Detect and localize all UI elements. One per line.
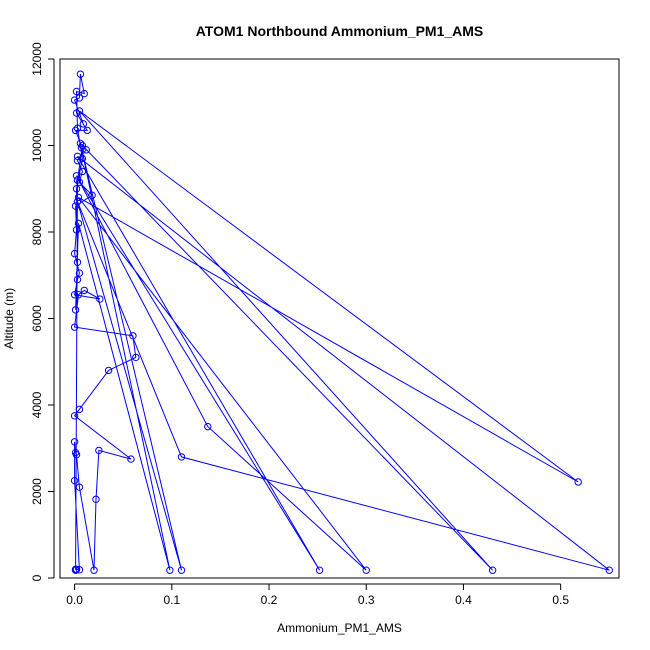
data-point [177,566,186,574]
y-axis-label: Altitude (m) [2,288,16,349]
chart-title: ATOM1 Northbound Ammonium_PM1_AMS [196,23,484,39]
data-point [129,332,137,340]
data-point [315,566,324,574]
data-point [76,139,85,148]
data-point [177,453,186,461]
data-point [204,422,212,431]
data-point [70,438,79,446]
y-tick-label: 10000 [30,128,44,162]
y-axis: 0 2000 4000 6000 8000 10000 12000 [30,42,55,581]
data-point [605,566,613,574]
data-point [83,126,91,135]
data-point [74,193,83,202]
data-point [75,566,84,574]
plot-frame [59,58,620,579]
data-point [90,566,98,574]
x-tick-label: 0.4 [455,593,472,607]
data-point [95,446,103,455]
series-line [73,74,610,571]
data-point [76,70,85,78]
x-tick-label: 0.5 [552,593,569,607]
x-tick-label: 0.1 [163,593,180,607]
data-point [71,202,80,210]
data-point [71,306,80,314]
data-point [166,566,174,574]
x-tick-label: 0.2 [261,593,278,607]
data-point [75,483,84,491]
y-tick-label: 0 [30,574,44,581]
y-tick-label: 2000 [30,478,44,505]
data-point [80,286,89,295]
data-point [73,258,82,266]
data-point [72,185,81,193]
y-tick-label: 12000 [30,42,44,76]
data-point [73,198,82,206]
y-tick-label: 4000 [30,391,44,418]
y-tick-label: 8000 [30,218,44,245]
data-point [73,275,82,284]
data-point [132,353,140,362]
x-axis: 0.0 0.1 0.2 0.3 0.4 0.5 [66,583,569,607]
data-point [74,219,83,228]
data-point [73,152,82,161]
data-point [82,146,90,154]
y-tick-label: 6000 [30,305,44,332]
data-point [75,94,84,102]
data-point [78,141,87,150]
data-point [73,124,82,132]
x-tick-label: 0.3 [358,593,375,607]
data-point [73,156,82,165]
data-point [71,565,80,574]
data-point [70,291,79,299]
data-point [88,191,96,199]
data-point [362,566,370,574]
data-point [127,455,135,463]
data-point [70,323,79,331]
data-series [70,70,613,574]
data-point [75,107,84,115]
data-point [80,89,89,98]
data-point [78,167,87,176]
data-point [70,96,79,104]
data-point [78,154,87,163]
data-point [70,412,79,420]
x-axis-label: Ammonium_PM1_AMS [277,621,402,635]
data-point [70,476,79,485]
data-point [70,249,79,258]
x-tick-label: 0.0 [66,593,83,607]
data-point [72,226,81,234]
data-point [74,291,83,299]
data-point [574,478,582,486]
data-point [96,295,104,303]
data-point [71,126,80,135]
data-point [72,172,81,180]
data-point [72,87,81,96]
data-point [75,405,84,414]
data-point [73,176,82,184]
data-point [75,269,84,277]
data-point [72,451,81,459]
data-point [75,178,84,186]
data-point [79,120,88,128]
data-point [488,566,497,574]
data-point [104,366,113,375]
data-point [92,495,100,503]
